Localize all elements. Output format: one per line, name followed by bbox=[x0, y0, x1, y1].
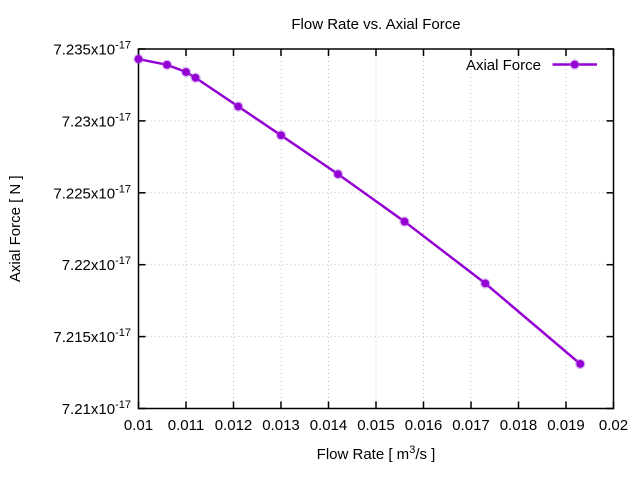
y-tick-label: 7.225x10-17 bbox=[53, 183, 131, 202]
y-tick-label: 7.215x10-17 bbox=[53, 327, 131, 346]
x-tick-label: 0.013 bbox=[262, 417, 300, 434]
x-tick-label: 0.01 bbox=[124, 417, 153, 434]
x-tick-label: 0.019 bbox=[547, 417, 585, 434]
x-axis-label: Flow Rate [ m3/s ] bbox=[317, 444, 436, 463]
legend-marker bbox=[570, 60, 579, 69]
y-tick-label: 7.23x10-17 bbox=[62, 111, 131, 130]
data-point bbox=[182, 68, 190, 76]
data-point bbox=[191, 73, 200, 82]
y-tick-label: 7.235x10-17 bbox=[53, 40, 131, 59]
x-tick-label: 0.016 bbox=[405, 417, 443, 434]
data-point bbox=[163, 60, 171, 69]
chart-title: Flow Rate vs. Axial Force bbox=[291, 16, 460, 33]
data-point bbox=[576, 360, 585, 368]
y-tick-label: 7.22x10-17 bbox=[62, 255, 131, 274]
data-point bbox=[481, 279, 490, 288]
x-tick-label: 0.011 bbox=[168, 417, 204, 434]
data-point bbox=[334, 170, 342, 179]
x-tick-label: 0.02 bbox=[599, 417, 628, 434]
data-point bbox=[400, 217, 409, 226]
x-tick-label: 0.014 bbox=[310, 417, 348, 434]
legend-label: Axial Force bbox=[466, 57, 541, 74]
series-line bbox=[137, 57, 582, 366]
data-point bbox=[234, 102, 243, 111]
x-tick-label: 0.012 bbox=[215, 417, 253, 434]
x-tick-label: 0.018 bbox=[500, 417, 538, 434]
data-point bbox=[134, 55, 143, 63]
x-tick-label: 0.017 bbox=[452, 417, 490, 434]
y-axis-label: Axial Force [ N ] bbox=[7, 175, 24, 282]
data-point bbox=[277, 131, 285, 140]
x-tick-label: 0.015 bbox=[357, 417, 395, 434]
y-tick-label: 7.21x10-17 bbox=[62, 399, 131, 418]
